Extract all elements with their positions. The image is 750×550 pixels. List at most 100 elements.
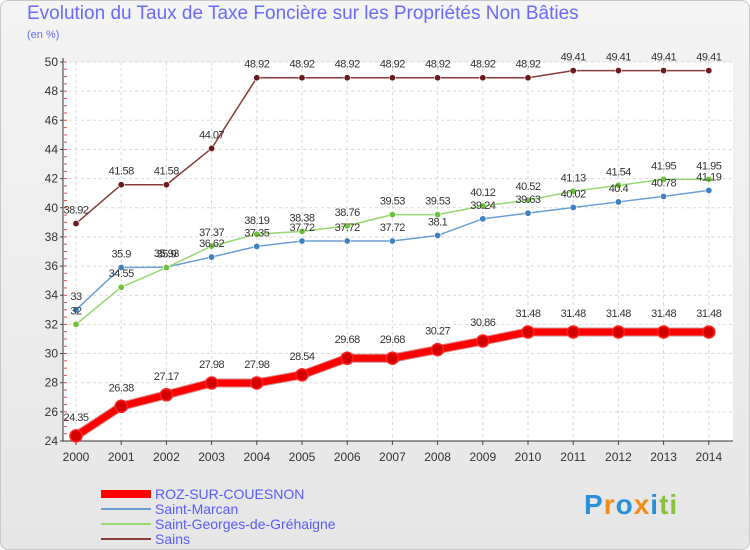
y-tick-label: 28	[45, 376, 59, 390]
legend-swatch	[101, 538, 151, 540]
data-point	[388, 237, 396, 245]
data-label: 40.12	[470, 187, 495, 199]
data-label: 35.9	[111, 249, 131, 261]
x-tick-label: 2004	[243, 450, 270, 464]
data-label: 41.58	[109, 166, 134, 178]
data-label: 48.92	[380, 59, 405, 71]
x-tick-label: 2001	[108, 450, 135, 464]
data-point	[479, 202, 487, 210]
series-sains	[72, 67, 713, 228]
data-label: 37.72	[380, 222, 405, 234]
data-point	[479, 215, 487, 223]
data-point	[69, 429, 83, 443]
data-point	[434, 74, 442, 82]
data-label: 38.38	[289, 212, 314, 224]
legend-label: Saint-Georges-de-Gréhaigne	[155, 516, 336, 532]
x-tick-label: 2012	[605, 450, 632, 464]
y-tick-label: 50	[45, 55, 59, 69]
data-point	[72, 220, 80, 228]
x-tick-label: 2000	[63, 450, 90, 464]
data-point	[208, 144, 216, 152]
logo-letter: t	[659, 489, 670, 520]
data-label: 48.92	[425, 59, 450, 71]
data-point	[705, 186, 713, 194]
data-label: 33	[70, 291, 82, 303]
data-point	[434, 211, 442, 219]
data-label: 40.4	[609, 183, 629, 195]
data-label: 48.92	[244, 59, 269, 71]
data-point	[343, 74, 351, 82]
data-point	[343, 222, 351, 230]
data-label: 39.53	[425, 196, 450, 208]
legend-swatch	[101, 523, 151, 525]
logo-letter: x	[633, 489, 651, 520]
chart-title: Evolution du Taux de Taxe Foncière sur l…	[27, 3, 579, 24]
data-point	[253, 230, 261, 238]
data-point	[340, 351, 354, 365]
data-point	[343, 237, 351, 245]
data-point	[614, 198, 622, 206]
data-label: 35.9	[157, 249, 177, 261]
data-point	[569, 67, 577, 75]
data-label: 29.68	[335, 334, 360, 346]
y-axis-unit: (en %)	[27, 29, 60, 41]
data-point	[611, 325, 626, 339]
data-point	[430, 342, 445, 357]
data-label: 39.63	[515, 194, 540, 206]
data-point	[524, 209, 532, 217]
data-label: 27.98	[199, 359, 224, 371]
logo-letter: i	[650, 489, 660, 520]
data-point	[298, 227, 306, 235]
data-label: 49.41	[561, 52, 586, 64]
data-label: 27.17	[154, 371, 179, 383]
data-point	[660, 67, 668, 75]
data-label: 34.55	[109, 268, 134, 280]
data-label: 38.92	[63, 205, 88, 217]
x-tick-label: 2005	[289, 450, 316, 464]
data-point	[702, 325, 716, 339]
data-point	[204, 376, 219, 390]
data-label: 49.41	[606, 52, 631, 64]
data-label: 30.27	[425, 326, 450, 338]
logo-letter: r	[603, 489, 616, 520]
data-label: 44.07	[199, 129, 224, 141]
data-point	[705, 67, 713, 75]
x-tick-label: 2011	[560, 450, 586, 464]
data-label: 41.13	[561, 172, 586, 184]
x-tick-label: 2002	[153, 450, 180, 464]
x-tick-label: 2007	[379, 450, 406, 464]
data-label: 28.54	[289, 351, 314, 363]
legend-label: Sains	[155, 531, 191, 547]
y-tick-label: 30	[45, 347, 59, 361]
data-label: 40.52	[515, 181, 540, 193]
series-saint-georges-de-gr-haigne	[72, 175, 713, 328]
data-label: 41.54	[606, 166, 631, 178]
data-point	[566, 325, 580, 339]
data-point	[569, 187, 577, 195]
x-tick-label: 2006	[334, 450, 361, 464]
data-label: 49.41	[696, 52, 721, 64]
logo-letter: P	[584, 489, 604, 520]
data-label: 31.48	[651, 308, 676, 320]
data-label: 37.37	[199, 227, 224, 239]
data-point	[117, 181, 125, 189]
data-point	[208, 253, 216, 261]
series-roz-sur-couesnon	[69, 325, 716, 443]
y-tick-label: 32	[45, 317, 59, 331]
legend-swatch	[101, 490, 151, 498]
legend-label: Saint-Marcan	[155, 501, 239, 517]
data-label: 31.48	[515, 308, 540, 320]
data-label: 29.68	[380, 334, 405, 346]
data-label: 40.02	[561, 188, 586, 200]
data-point	[295, 368, 309, 382]
data-point	[614, 181, 622, 189]
plot-area	[63, 62, 733, 441]
data-label: 48.92	[335, 59, 360, 71]
data-label: 30.86	[470, 317, 495, 329]
legend-label: ROZ-SUR-COUESNON	[155, 486, 305, 502]
data-label: 41.58	[154, 166, 179, 178]
data-point	[72, 306, 80, 314]
proxiti-logo: Proxiti	[584, 489, 678, 521]
data-label: 41.95	[651, 160, 676, 172]
x-tick-label: 2010	[515, 450, 542, 464]
